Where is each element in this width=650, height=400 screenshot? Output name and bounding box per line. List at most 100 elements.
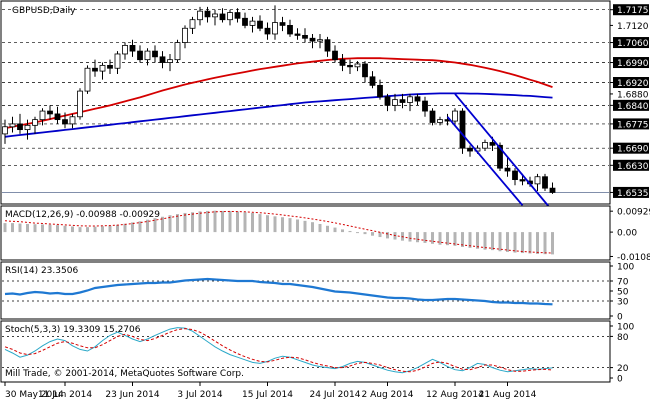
macd-bar-1 bbox=[11, 223, 14, 233]
price-tick-label-1: 1.7120 bbox=[617, 22, 649, 32]
candle-body-11 bbox=[84, 67, 91, 92]
rsi-line bbox=[4, 277, 553, 306]
macd-bar-43 bbox=[326, 225, 329, 233]
watermark: Mill Trade, © 2001-2014, MetaQuotes Soft… bbox=[5, 369, 244, 379]
stoch-pane-title: Stoch(5,3,3) 19.3309 15.2706 bbox=[5, 325, 141, 335]
candle-body-44 bbox=[332, 50, 338, 61]
candle-body-0 bbox=[2, 126, 8, 135]
candle-body-64 bbox=[482, 142, 488, 149]
macd-tick-label-0: 0.00929 bbox=[617, 208, 650, 218]
candle-body-48 bbox=[362, 63, 368, 78]
macd-bar-14 bbox=[108, 225, 112, 233]
candle-body-55 bbox=[414, 96, 421, 102]
time-tick-label-1: 11 Jun 2014 bbox=[38, 390, 92, 400]
macd-bar-30 bbox=[228, 211, 232, 233]
macd-bar-5 bbox=[41, 224, 44, 233]
time-tick-label-4: 15 Jul 2014 bbox=[242, 390, 293, 400]
macd-bar-3 bbox=[26, 223, 29, 233]
macd-bar-11 bbox=[86, 227, 89, 233]
candle-body-69 bbox=[519, 179, 526, 182]
candle-body-39 bbox=[294, 33, 301, 36]
macd-bar-65 bbox=[491, 232, 494, 251]
candle-body-53 bbox=[399, 99, 406, 103]
candle-body-38 bbox=[287, 25, 293, 35]
ma-slow-line bbox=[4, 92, 553, 138]
candle-body-49 bbox=[369, 76, 376, 86]
macd-bar-41 bbox=[311, 222, 314, 233]
macd-bar-35 bbox=[266, 215, 269, 233]
candle-body-4 bbox=[32, 119, 38, 126]
rsi-tick-label-1: 70 bbox=[617, 278, 629, 288]
price-tick-box-2 bbox=[613, 37, 649, 49]
candle-body-31 bbox=[234, 12, 241, 19]
macd-bar-59 bbox=[446, 232, 449, 246]
macd-tick-label-2: -0.01082 bbox=[617, 253, 650, 263]
candle-body-62 bbox=[467, 147, 473, 152]
macd-bar-9 bbox=[71, 226, 74, 233]
macd-bar-56 bbox=[423, 232, 427, 243]
trend-channel bbox=[446, 93, 554, 212]
price-tick-box-10 bbox=[613, 186, 649, 198]
macd-bar-61 bbox=[461, 232, 464, 247]
candle-body-46 bbox=[347, 64, 353, 68]
candle-body-54 bbox=[407, 96, 413, 103]
candle-body-57 bbox=[429, 110, 436, 123]
price-tick-box-4 bbox=[613, 77, 649, 89]
macd-bar-20 bbox=[153, 218, 157, 233]
time-tick-label-6: 2 Aug 2014 bbox=[362, 390, 414, 400]
candle-body-34 bbox=[257, 20, 263, 29]
candle-body-8 bbox=[62, 119, 68, 125]
price-tick-box-8 bbox=[613, 142, 649, 154]
macd-bar-72 bbox=[543, 232, 547, 255]
macd-signal-line bbox=[4, 210, 553, 254]
macd-tick-label-1: 0.00 bbox=[617, 229, 637, 239]
macd-pane: MACD(12,26,9) -0.00988 -0.00929 0.00929 0… bbox=[0, 205, 650, 263]
macd-bar-6 bbox=[48, 224, 52, 233]
macd-bar-54 bbox=[408, 232, 412, 242]
candle-body-26 bbox=[197, 10, 203, 21]
price-tick-box-3 bbox=[613, 57, 649, 69]
macd-bar-49 bbox=[371, 232, 374, 236]
macd-bar-32 bbox=[243, 212, 247, 233]
ma-fast-line bbox=[4, 57, 553, 130]
macd-bar-7 bbox=[56, 225, 59, 233]
candle-body-37 bbox=[279, 22, 286, 26]
macd-bar-31 bbox=[236, 211, 239, 233]
moving-averages bbox=[4, 57, 553, 138]
candle-body-15 bbox=[114, 53, 121, 69]
time-tick-label-0: 30 May 2014 bbox=[5, 390, 64, 400]
macd-bar-10 bbox=[78, 227, 82, 233]
candle-body-16 bbox=[122, 44, 128, 55]
macd-bar-0 bbox=[3, 223, 7, 233]
macd-bar-51 bbox=[386, 232, 389, 239]
candle-body-73 bbox=[549, 187, 556, 193]
macd-histogram bbox=[3, 210, 554, 255]
candle-body-23 bbox=[174, 42, 181, 61]
stoch-tick-label-1: 80 bbox=[617, 333, 629, 343]
candle-body-72 bbox=[542, 176, 548, 189]
candle-body-19 bbox=[144, 50, 151, 61]
stoch-lines bbox=[4, 327, 553, 374]
candle-body-27 bbox=[204, 10, 211, 18]
time-tick-label-3: 3 Jul 2014 bbox=[177, 390, 222, 400]
macd-bar-44 bbox=[333, 227, 337, 233]
macd-bar-18 bbox=[138, 221, 142, 233]
price-tick-label-2: 1.7060 bbox=[617, 39, 649, 49]
stoch-signal-polyline bbox=[4, 328, 553, 373]
macd-pane-title: MACD(12,26,9) -0.00988 -0.00929 bbox=[5, 210, 160, 220]
macd-bar-58 bbox=[438, 232, 442, 245]
macd-bar-28 bbox=[213, 210, 217, 233]
stoch-pane: Stoch(5,3,3) 19.3309 15.2706 Mill Trade,… bbox=[0, 320, 634, 385]
macd-bar-19 bbox=[146, 219, 149, 233]
time-tick-label-2: 23 Jun 2014 bbox=[105, 390, 159, 400]
macd-signal-polyline bbox=[4, 210, 553, 254]
macd-bar-64 bbox=[483, 232, 487, 250]
price-tick-box-0 bbox=[613, 4, 649, 16]
macd-bar-15 bbox=[116, 224, 119, 233]
candles bbox=[2, 5, 556, 194]
candle-body-47 bbox=[354, 63, 361, 68]
candle-body-36 bbox=[272, 22, 278, 35]
